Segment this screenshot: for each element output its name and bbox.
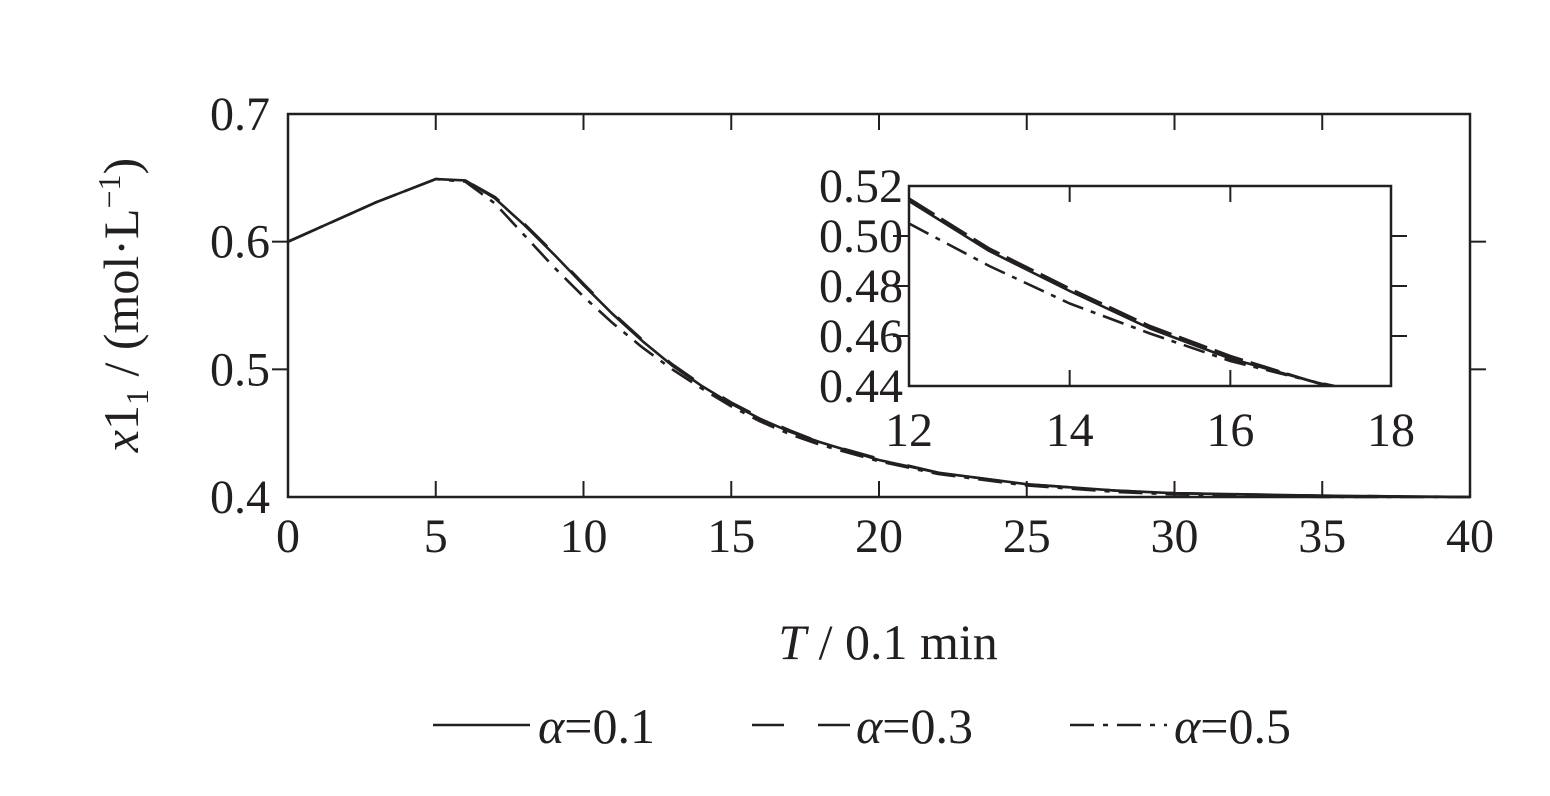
legend-label-1: α=0.3 <box>856 698 973 754</box>
y-axis-rest: / (mol·L <box>93 208 149 389</box>
y-axis-title: x11 / (mol·L−1) <box>91 158 155 453</box>
x-tick-label-main-1: 5 <box>424 510 448 563</box>
main-tick-labels: 0 5 10 15 20 25 30 35 40 0.4 0.5 0.6 0.7 <box>210 88 1494 563</box>
y-axis-base: 1 <box>93 405 149 430</box>
y-tick-label-inset-0: 0.44 <box>819 360 903 413</box>
inset-ticks <box>893 186 1407 386</box>
legend-item-2: α=0.5 <box>1070 698 1291 754</box>
x-axis-title: T / 0.1 min <box>778 614 998 670</box>
y-tick-label-main-2: 0.6 <box>210 216 270 269</box>
series-main-1 <box>287 177 1471 499</box>
inset-background <box>909 186 1391 386</box>
legend-label-2: α=0.5 <box>1174 698 1291 754</box>
x-tick-label-main-2: 10 <box>560 510 608 563</box>
legend-item-0: α=0.1 <box>433 698 655 754</box>
x-tick-label-inset-3: 18 <box>1367 404 1415 457</box>
series-main-2 <box>287 177 1470 499</box>
main-plot: 0 5 10 15 20 25 30 35 40 0.4 0.5 0.6 0.7 <box>210 88 1494 563</box>
x-tick-label-main-0: 0 <box>276 510 300 563</box>
inset-plot: 12 14 16 18 0.440.460.480.500.52 <box>819 160 1415 457</box>
legend-greek-1: α <box>856 698 884 754</box>
series-inset-2 <box>908 222 1328 388</box>
main-series <box>287 177 1471 499</box>
x-tick-label-inset-0: 12 <box>885 404 933 457</box>
legend-label-0: α=0.1 <box>538 698 655 754</box>
legend-greek-2: α <box>1174 698 1202 754</box>
legend-eq-2: =0.5 <box>1200 698 1291 754</box>
legend-item-1: α=0.3 <box>752 698 973 754</box>
legend-greek-0: α <box>538 698 566 754</box>
x-tick-label-main-8: 40 <box>1446 510 1494 563</box>
inset-series <box>908 197 1336 388</box>
y-axis-sup: −1 <box>91 174 127 208</box>
y-tick-label-inset-4: 0.52 <box>819 160 903 213</box>
x-tick-label-main-5: 25 <box>1003 510 1051 563</box>
y-tick-label-main-0: 0.4 <box>210 471 270 524</box>
x-tick-label-inset-2: 16 <box>1206 404 1254 457</box>
x-axis-rest: / 0.1 min <box>806 614 998 670</box>
y-tick-label-inset-1: 0.46 <box>819 310 903 363</box>
y-tick-label-main-1: 0.5 <box>210 343 270 396</box>
x-tick-label-main-6: 30 <box>1151 510 1199 563</box>
y-tick-label-inset-3: 0.50 <box>819 210 903 263</box>
inset-tick-labels: 12 14 16 18 0.440.460.480.500.52 <box>819 160 1415 457</box>
y-axis-var: x <box>93 430 149 453</box>
legend: α=0.1 α=0.3 α=0.5 <box>433 698 1291 754</box>
legend-eq-1: =0.3 <box>882 698 973 754</box>
y-tick-label-main-3: 0.7 <box>210 88 270 141</box>
x-tick-label-main-3: 15 <box>707 510 755 563</box>
x-tick-label-inset-1: 14 <box>1046 404 1094 457</box>
y-tick-label-inset-2: 0.48 <box>819 260 903 313</box>
legend-eq-0: =0.1 <box>564 698 655 754</box>
x-tick-label-main-7: 35 <box>1298 510 1346 563</box>
y-axis-sub: 1 <box>119 389 155 405</box>
x-tick-label-main-4: 20 <box>855 510 903 563</box>
y-axis-close: ) <box>93 158 149 175</box>
x-axis-var: T <box>778 614 809 670</box>
